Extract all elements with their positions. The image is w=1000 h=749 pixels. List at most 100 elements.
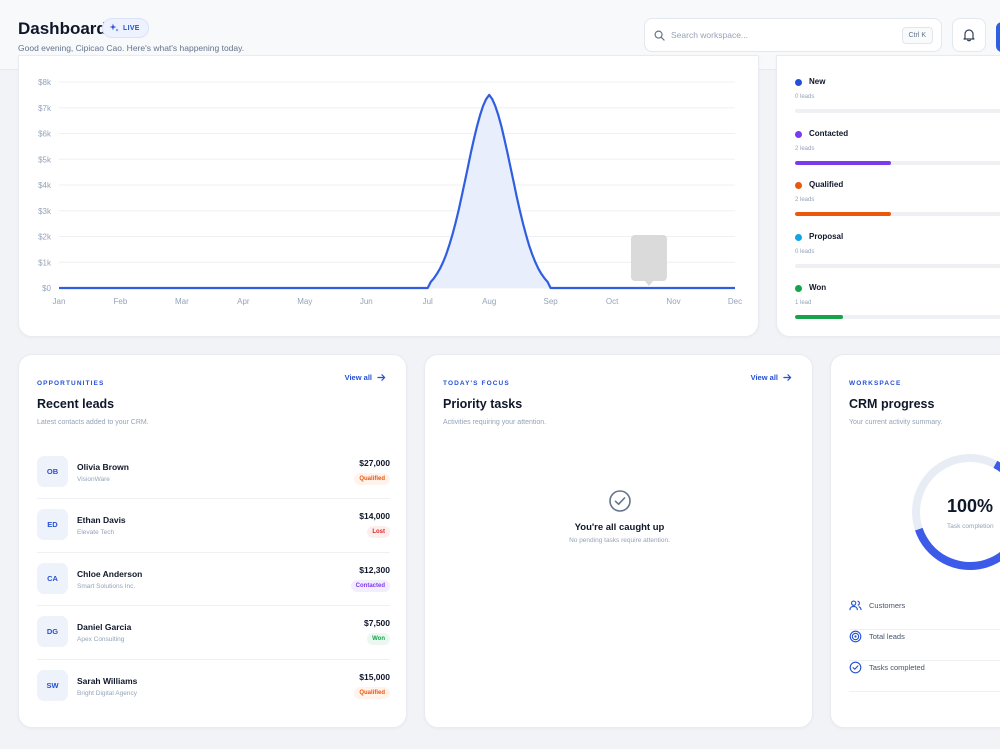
empty-state-title: You're all caught up [574, 522, 665, 533]
target-icon [849, 630, 862, 643]
stage-dot [795, 79, 802, 86]
view-all-label: View all [750, 373, 778, 382]
metric-label: Tasks completed [869, 663, 925, 672]
x-tick-label: May [297, 297, 312, 306]
tasks-view-all-link[interactable]: View all [751, 373, 792, 382]
lead-avatar: DG [37, 616, 68, 648]
stage-progress-track [795, 109, 1000, 113]
x-tick-label: Oct [606, 297, 619, 306]
y-tick-label: $5k [38, 155, 52, 164]
leads-view-all-link[interactable]: View all [345, 373, 386, 382]
live-badge: LIVE [102, 18, 149, 38]
stage-name: New [809, 77, 826, 86]
pipeline-card: New 0 leads Contacted 2 leads Qualified … [776, 55, 1000, 337]
metric-label: Customers [869, 601, 906, 610]
status-badge: Qualified [354, 473, 390, 485]
lead-company: Bright Digital Agency [77, 689, 137, 697]
lead-amount: $15,000 [359, 671, 390, 682]
stage-name: Won [809, 283, 827, 292]
completion-ring [912, 454, 1000, 570]
stage-count: 0 leads [795, 248, 815, 255]
bell-icon [963, 29, 975, 42]
arrow-right-icon [783, 374, 792, 381]
lead-avatar: CA [37, 562, 68, 594]
y-tick-label: $6k [38, 130, 52, 139]
status-badge: Won [367, 633, 390, 646]
lead-row[interactable]: OB Olivia Brown VisionWare $27,000 Quali… [37, 446, 390, 500]
arrow-right-icon [377, 374, 386, 381]
progress-overline: WORKSPACE [849, 380, 902, 387]
stage-dot [795, 130, 802, 138]
y-tick-label: $0 [42, 284, 51, 293]
tasks-overline: TODAY'S FOCUS [443, 380, 510, 387]
search-shortcut: Ctrl K [901, 26, 933, 44]
lead-company: Apex Consulting [77, 636, 125, 644]
sparkle-icon [109, 23, 119, 32]
lead-row[interactable]: CA Chloe Anderson Smart Solutions Inc. $… [37, 553, 390, 607]
lead-company: VisionWare [77, 476, 110, 483]
empty-state-description: No pending tasks require attention. [569, 537, 670, 544]
user-avatar-button[interactable] [996, 22, 1000, 52]
check-circle-icon [849, 661, 862, 674]
search-box[interactable]: Ctrl K [644, 18, 942, 52]
status-badge: Lost [367, 526, 390, 539]
page-title: Dashboard [18, 19, 107, 38]
stage-progress-fill [795, 212, 891, 216]
metric-row-customers: Customers [849, 599, 1000, 630]
metric-row-total-leads: Total leads [849, 630, 1000, 661]
y-tick-label: $8k [38, 78, 52, 87]
notifications-button[interactable] [952, 18, 986, 52]
lead-amount: $12,300 [359, 564, 390, 575]
lead-row[interactable]: SW Sarah Williams Bright Digital Agency … [37, 660, 390, 713]
lead-avatar: SW [37, 669, 68, 701]
x-tick-label: Dec [728, 297, 742, 306]
search-input[interactable] [671, 30, 902, 40]
lead-row[interactable]: ED Ethan Davis Elevate Tech $14,000 Lost [37, 499, 390, 553]
users-icon [849, 600, 862, 611]
x-tick-label: Sep [544, 297, 559, 306]
priority-tasks-card: TODAY'S FOCUS Priority tasks Activities … [424, 354, 813, 728]
progress-description: Your current activity summary. [849, 419, 943, 426]
stage-name: Proposal [809, 231, 844, 241]
lead-amount: $7,500 [364, 618, 390, 629]
completion-caption: Task completion [947, 523, 994, 530]
stage-count: 1 lead [795, 300, 812, 306]
stage-progress-track [795, 263, 1000, 268]
x-tick-label: Jul [423, 297, 433, 306]
stage-dot [795, 285, 802, 292]
crm-progress-card: WORKSPACE CRM progress Your current acti… [830, 354, 1000, 728]
stage-count: 0 leads [795, 94, 815, 100]
lead-name: Ethan Davis [77, 515, 126, 526]
x-tick-label: Jun [360, 297, 373, 306]
greeting-subtitle: Good evening, Cipicao Cao. Here's what's… [18, 43, 245, 53]
lead-name: Chloe Anderson [77, 568, 143, 579]
progress-title: CRM progress [849, 397, 935, 411]
x-tick-label: Apr [237, 297, 250, 306]
recent-leads-card: OPPORTUNITIES Recent leads Latest contac… [18, 354, 407, 728]
stage-dot [795, 233, 802, 241]
lead-name: Olivia Brown [77, 462, 129, 472]
x-tick-label: Jan [53, 297, 66, 306]
lead-row[interactable]: DG Daniel Garcia Apex Consulting $7,500 … [37, 606, 390, 660]
search-icon [654, 30, 665, 41]
y-tick-label: $3k [38, 207, 52, 216]
metric-row-tasks-completed: Tasks completed [849, 661, 1000, 692]
lead-company: Elevate Tech [77, 529, 115, 537]
metric-label: Total leads [869, 632, 905, 641]
x-tick-label: Aug [482, 297, 496, 306]
lead-avatar: OB [37, 456, 68, 487]
lead-name: Daniel Garcia [77, 622, 132, 633]
stage-progress-fill [795, 160, 891, 165]
stage-progress-track [795, 212, 1000, 216]
leads-title: Recent leads [37, 397, 115, 411]
lead-company: Smart Solutions Inc. [77, 582, 136, 590]
status-badge: Qualified [354, 686, 390, 699]
lead-avatar: ED [37, 509, 68, 541]
y-tick-label: $1k [38, 258, 52, 267]
stage-progress-track [795, 315, 1000, 319]
x-tick-label: Nov [666, 297, 680, 306]
stage-progress-fill [795, 315, 843, 319]
leads-overline: OPPORTUNITIES [37, 380, 105, 387]
stage-dot [795, 182, 802, 189]
status-badge: Contacted [350, 579, 390, 592]
